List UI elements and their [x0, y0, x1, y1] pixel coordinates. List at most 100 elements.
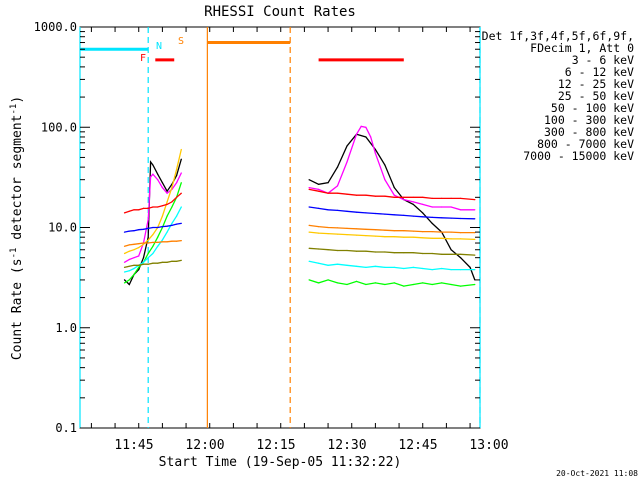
- flag-label-S: S: [178, 36, 184, 47]
- data-point-0-seg2-16: [460, 257, 462, 259]
- data-point-3-seg1-2: [133, 267, 135, 270]
- data-point-8-seg1-5: [147, 263, 149, 265]
- series-line-2-seg2: [308, 279, 475, 287]
- data-point-0-seg2-7: [374, 148, 376, 151]
- data-point-6-seg2-10: [403, 214, 405, 216]
- x-tick-label-0: 11:45: [114, 438, 153, 453]
- data-point-6-seg2-9: [393, 214, 395, 216]
- data-point-0-seg2-0: [308, 179, 310, 181]
- data-point-1-seg1-1: [128, 258, 130, 261]
- data-point-0-seg1-3: [138, 269, 140, 271]
- y-tick-label-0: 0.1: [55, 421, 77, 435]
- data-point-1-seg2-13: [412, 201, 414, 203]
- data-point-6-seg2-0: [308, 206, 310, 208]
- data-point-2-seg1-12: [180, 182, 182, 184]
- data-point-4-seg1-6: [152, 234, 154, 236]
- data-point-5-seg2-3: [336, 192, 339, 194]
- x-tick-label-4: 12:45: [398, 438, 437, 453]
- data-point-0-seg2-8: [384, 164, 386, 166]
- data-point-2-seg1-6: [152, 245, 154, 247]
- data-point-7-seg1-7: [157, 241, 159, 243]
- data-point-1-seg2-3: [336, 185, 339, 187]
- data-point-0-seg2-15: [450, 249, 452, 251]
- data-point-8-seg2-13: [431, 252, 433, 255]
- data-point-6-seg1-11: [176, 223, 178, 225]
- data-point-5-seg1-3: [138, 209, 140, 211]
- data-point-6-seg2-17: [474, 218, 476, 220]
- data-point-7-seg2-5: [355, 228, 358, 230]
- data-point-4-seg1-3: [138, 247, 140, 249]
- data-point-4-seg2-13: [431, 237, 433, 239]
- data-point-4-seg2-16: [460, 238, 462, 240]
- y-tick-label-1: 1.0: [55, 321, 77, 335]
- y-axis-label-main: Count Rate (s: [10, 258, 25, 360]
- data-point-7-seg2-10: [403, 230, 405, 232]
- data-point-0-seg2-13: [431, 222, 433, 224]
- data-point-6-seg2-2: [327, 209, 329, 211]
- data-point-3-seg2-1: [318, 262, 320, 264]
- data-point-8-seg2-12: [422, 252, 424, 255]
- data-point-2-seg2-9: [393, 282, 395, 284]
- data-point-3-seg2-9: [393, 266, 395, 268]
- data-point-0-seg2-12: [422, 212, 424, 214]
- series-group: [123, 125, 476, 287]
- data-point-6-seg2-1: [318, 207, 320, 209]
- data-point-3-seg2-12: [422, 267, 424, 270]
- data-point-6-seg1-10: [171, 224, 173, 226]
- data-point-2-seg1-7: [157, 236, 159, 238]
- data-point-1-seg2-19: [474, 209, 476, 211]
- data-point-0-seg1-4: [142, 257, 145, 259]
- data-point-7-seg2-6: [365, 228, 367, 230]
- data-point-2-seg2-3: [336, 282, 339, 284]
- data-point-8-seg2-15: [450, 253, 452, 255]
- data-point-4-seg2-5: [355, 234, 358, 236]
- data-point-3-seg1-7: [157, 245, 159, 247]
- data-point-5-seg2-2: [327, 192, 329, 194]
- x-axis: 11:45 12:00 12:15 12:30 12:45 13:00: [90, 27, 509, 453]
- data-point-2-seg2-5: [355, 280, 358, 282]
- data-point-3-seg1-10: [171, 222, 173, 224]
- data-point-1-seg1-13: [180, 172, 182, 174]
- data-point-7-seg2-3: [336, 227, 339, 229]
- data-point-2-seg2-1: [318, 282, 320, 284]
- data-point-5-seg2-1: [318, 190, 320, 192]
- data-point-7-seg1-0: [123, 245, 126, 247]
- data-point-2-seg1-3: [138, 266, 140, 268]
- legend-entry-2: 12 - 25 keV: [558, 77, 634, 91]
- data-point-5-seg2-13: [431, 197, 433, 199]
- data-point-1-seg1-9: [161, 187, 163, 189]
- data-point-8-seg1-7: [157, 262, 159, 264]
- data-point-5-seg2-15: [450, 197, 452, 199]
- legend-entry-1: 6 - 12 keV: [565, 65, 634, 79]
- data-point-7-seg2-4: [346, 227, 348, 229]
- data-point-3-seg2-16: [460, 269, 462, 271]
- data-point-4-seg1-10: [171, 187, 173, 189]
- legend-entry-0: 3 - 6 keV: [572, 53, 634, 67]
- data-point-8-seg1-3: [138, 264, 140, 266]
- data-point-4-seg2-15: [450, 238, 452, 240]
- data-point-2-seg2-16: [460, 285, 462, 287]
- data-point-2-seg1-10: [171, 206, 173, 208]
- data-point-2-seg2-11: [412, 283, 414, 286]
- data-point-4-seg2-6: [365, 235, 367, 237]
- data-point-4-seg2-4: [346, 234, 348, 236]
- data-point-5-seg2-14: [441, 197, 443, 199]
- data-point-4-seg2-3: [336, 233, 339, 235]
- data-point-8-seg2-4: [346, 249, 348, 252]
- data-point-3-seg1-6: [152, 252, 154, 255]
- data-point-7-seg2-9: [393, 230, 395, 232]
- data-point-6-seg1-12: [180, 222, 182, 224]
- data-point-4-seg2-9: [393, 236, 395, 238]
- data-point-8-seg2-1: [318, 248, 320, 250]
- data-point-0-seg1-13: [180, 158, 182, 160]
- x-tick-label-3: 12:30: [327, 438, 366, 453]
- data-point-0-seg1-8: [157, 173, 159, 175]
- series-line-4-seg2: [309, 231, 475, 241]
- data-point-0-seg2-17: [469, 266, 471, 268]
- data-point-3-seg2-6: [365, 266, 367, 268]
- data-point-8-seg1-2: [133, 264, 135, 266]
- data-point-0-seg2-2: [327, 182, 329, 184]
- data-point-6-seg1-5: [147, 227, 149, 229]
- data-point-8-seg1-0: [123, 266, 126, 268]
- svg-text:Count Rate (s-1 detector segme: Count Rate (s-1 detector segment-1): [9, 96, 25, 360]
